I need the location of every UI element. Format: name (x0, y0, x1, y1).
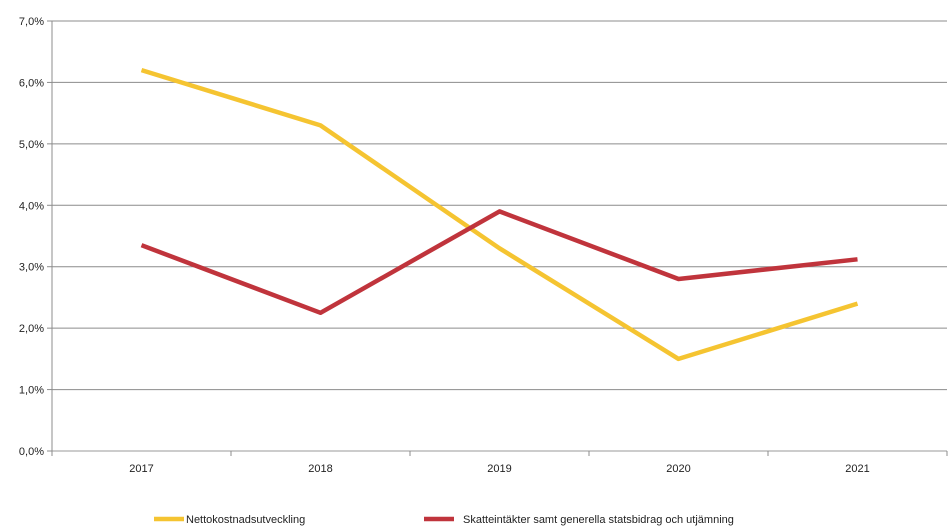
y-tick-label: 7,0% (19, 16, 44, 28)
series-line-2 (140, 209, 858, 316)
y-axis-ticks: 0,0% 1,0% 2,0% 3,0% 4,0% 5,0% 6,0% 7,0% (19, 16, 53, 458)
y-tick-label: 1,0% (19, 385, 44, 397)
x-tick-label: 2021 (845, 463, 869, 475)
y-tick-label: 6,0% (19, 77, 44, 89)
y-tick-label: 4,0% (19, 200, 44, 212)
x-tick-label: 2018 (308, 463, 332, 475)
y-tick-label: 0,0% (19, 446, 44, 458)
legend-label: Skatteintäkter samt generella statsbidra… (463, 514, 734, 526)
y-tick-label: 2,0% (19, 323, 44, 335)
x-tick-label: 2019 (487, 463, 511, 475)
x-tick-label: 2017 (129, 463, 153, 475)
x-tick-label: 2020 (666, 463, 690, 475)
y-tick-label: 3,0% (19, 262, 44, 274)
series-lines (140, 67, 859, 362)
x-axis: 2017 2018 2019 2020 2021 (51, 451, 948, 475)
y-tick-label: 5,0% (19, 139, 44, 151)
legend: Nettokostnadsutveckling Skatteintäkter sa… (154, 514, 734, 526)
series-line-1 (140, 67, 859, 362)
legend-label: Nettokostnadsutveckling (186, 514, 305, 526)
